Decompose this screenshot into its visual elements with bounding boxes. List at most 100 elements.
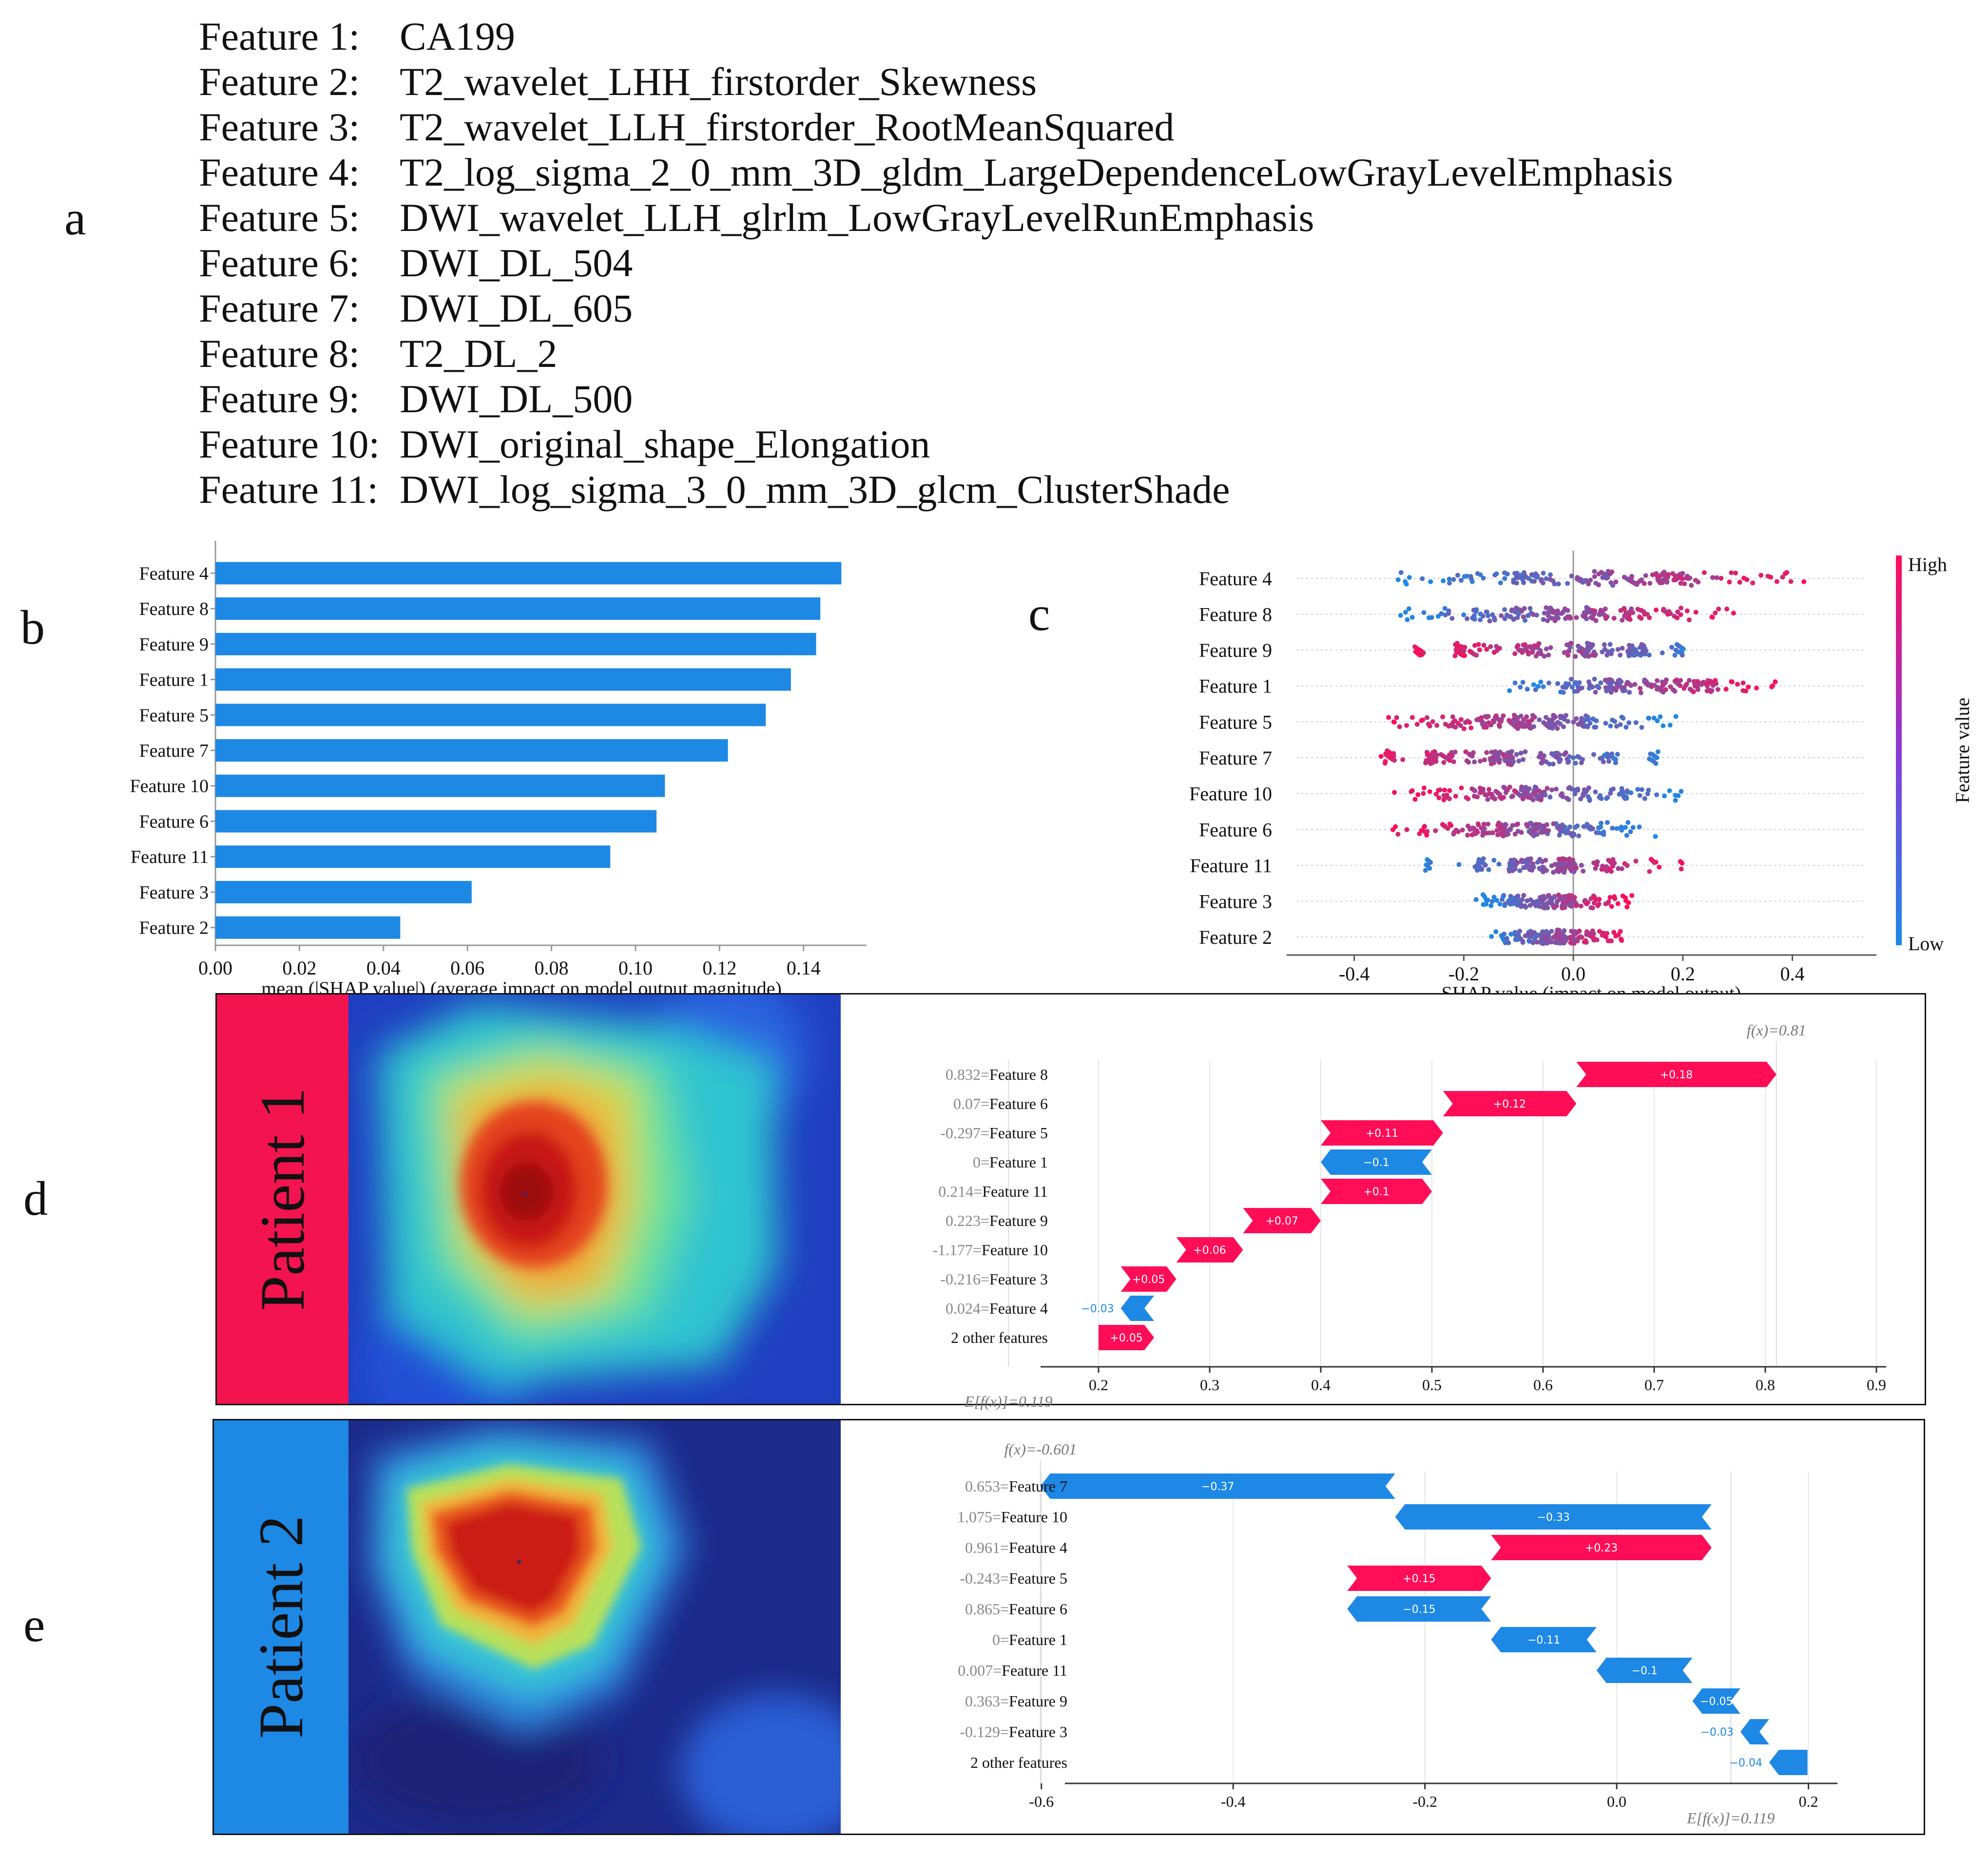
- beeswarm-point: [1586, 609, 1591, 614]
- waterfall-row-label: 0=Feature 1: [973, 1153, 1048, 1171]
- beeswarm-point: [1613, 579, 1619, 585]
- beeswarm-point: [1724, 606, 1730, 612]
- row-label-feature: Feature 9: [1009, 1692, 1067, 1710]
- beeswarm-point: [1497, 749, 1503, 755]
- feature-definition-name: DWI_wavelet_LLH_glrlm_LowGrayLevelRunEmp…: [400, 195, 1314, 240]
- beeswarm-point: [1509, 794, 1514, 800]
- beeswarm-point: [1409, 789, 1414, 794]
- beeswarm-point: [1633, 859, 1639, 864]
- beeswarm-point: [1741, 575, 1747, 581]
- beeswarm-point: [1523, 618, 1528, 623]
- row-label-feature: Feature 7: [1009, 1477, 1067, 1495]
- beeswarm-point: [1567, 754, 1572, 759]
- beeswarm-point: [1565, 581, 1570, 586]
- beeswarm-point: [1451, 577, 1456, 582]
- beeswarm-point: [1395, 577, 1401, 582]
- beeswarm-point: [1527, 903, 1533, 908]
- waterfall-bar-value: −0.04: [1730, 1757, 1762, 1769]
- beeswarm-point: [1746, 684, 1751, 689]
- beeswarm-point: [1505, 787, 1510, 793]
- feature-definition-name: T2_log_sigma_2_0_mm_3D_gldm_LargeDepende…: [400, 150, 1673, 194]
- patient-1-center-marker: [523, 1192, 527, 1196]
- beeswarm-point: [1716, 606, 1721, 612]
- beeswarm-point: [1610, 648, 1615, 653]
- beeswarm-point: [1658, 714, 1663, 719]
- beeswarm-point: [1549, 898, 1554, 903]
- beeswarm-point: [1593, 618, 1599, 623]
- beeswarm-point: [1563, 894, 1568, 899]
- beeswarm-point: [1618, 722, 1623, 727]
- beeswarm-point: [1531, 612, 1536, 617]
- beeswarm-point: [1619, 679, 1624, 684]
- beeswarm-point: [1414, 722, 1420, 727]
- beeswarm-row-feature-4: [1395, 569, 1807, 588]
- beeswarm-point: [1421, 791, 1426, 796]
- efx-label: E[f(x)]=0.119: [1686, 1809, 1775, 1827]
- x-tick-label: 0.00: [198, 957, 232, 979]
- beeswarm-point: [1643, 648, 1649, 653]
- waterfall-row-label: 0.223=Feature 9: [946, 1212, 1048, 1229]
- beeswarm-point: [1582, 610, 1587, 615]
- bar-feature-6: [215, 810, 657, 833]
- waterfall-bar: [1176, 1237, 1243, 1263]
- beeswarm-point: [1412, 797, 1418, 802]
- beeswarm-point: [1660, 650, 1665, 655]
- beeswarm-point: [1567, 824, 1573, 830]
- beeswarm-point: [1484, 792, 1489, 798]
- beeswarm-point: [1528, 821, 1533, 826]
- beeswarm-point: [1686, 617, 1692, 623]
- beeswarm-point: [1562, 824, 1567, 830]
- beeswarm-point: [1595, 685, 1601, 690]
- beeswarm-point: [1663, 677, 1669, 683]
- beeswarm-point: [1459, 577, 1464, 583]
- beeswarm-point: [1502, 825, 1507, 830]
- beeswarm-point: [1560, 685, 1565, 690]
- beeswarm-point: [1539, 577, 1544, 582]
- row-label-value: 0.832=: [946, 1066, 989, 1083]
- beeswarm-point: [1627, 617, 1633, 622]
- beeswarm-point: [1547, 794, 1553, 800]
- beeswarm-row-feature-2: [1489, 927, 1624, 946]
- beeswarm-point: [1544, 646, 1549, 651]
- beeswarm-point: [1774, 579, 1779, 584]
- beeswarm-point: [1580, 580, 1585, 585]
- beeswarm-point: [1468, 752, 1473, 758]
- beeswarm-point: [1421, 785, 1427, 791]
- beeswarm-point: [1591, 900, 1597, 906]
- beeswarm-point: [1598, 793, 1603, 798]
- beeswarm-point: [1635, 786, 1641, 792]
- beeswarm-point: [1660, 723, 1666, 728]
- beeswarm-point: [1433, 828, 1438, 833]
- beeswarm-point: [1491, 718, 1496, 723]
- waterfall-row-label: -0.297=Feature 5: [940, 1124, 1048, 1142]
- beeswarm-point: [1607, 895, 1613, 900]
- beeswarm-point: [1565, 652, 1571, 658]
- beeswarm-point: [1678, 683, 1683, 689]
- beeswarm-point: [1577, 680, 1582, 685]
- row-label-value: 0.007=: [958, 1662, 1002, 1679]
- beeswarm-point: [1559, 611, 1564, 616]
- beeswarm-point: [1680, 571, 1685, 576]
- waterfall-bar: [1347, 1596, 1491, 1622]
- x-tick-label: 0.12: [702, 957, 736, 979]
- row-label-value: 0.07=: [953, 1095, 989, 1112]
- beeswarm-point: [1603, 934, 1608, 939]
- beeswarm-point: [1532, 784, 1538, 790]
- beeswarm-point: [1551, 934, 1557, 939]
- y-tick-label: Feature 11: [131, 847, 209, 867]
- beeswarm-point: [1646, 787, 1651, 793]
- feature-definition-row: Feature 10: DWI_original_shape_Elongation: [199, 421, 1673, 467]
- beeswarm-point: [1689, 583, 1694, 588]
- beeswarm-point: [1441, 760, 1447, 765]
- beeswarm-point: [1624, 904, 1630, 910]
- beeswarm-row-feature-11: [1423, 856, 1685, 875]
- waterfall-row-label: 1.075=Feature 10: [957, 1508, 1067, 1526]
- waterfall-bar-value: −0.03: [1701, 1726, 1734, 1739]
- waterfall-row-label: 0=Feature 1: [992, 1631, 1067, 1648]
- beeswarm-point: [1474, 717, 1480, 723]
- x-tick-label: 0.9: [1867, 1376, 1886, 1394]
- beeswarm-point: [1633, 720, 1639, 725]
- beeswarm-point: [1425, 829, 1430, 834]
- patient-2-heatmap-svg: [348, 1420, 875, 1849]
- waterfall-bar: [1596, 1658, 1693, 1683]
